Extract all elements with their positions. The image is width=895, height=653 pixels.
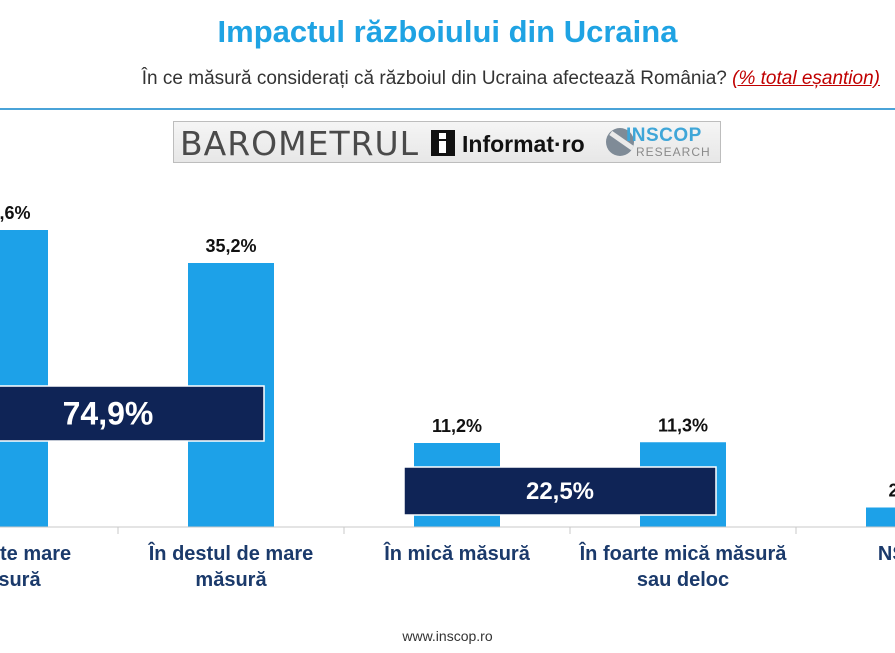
category-label-4-0: NS/NR <box>878 543 895 565</box>
data-label-1: 35,2% <box>205 236 256 256</box>
data-label-4: 2,6% <box>888 481 895 501</box>
inscop-research-text: RESEARCH <box>636 145 711 159</box>
data-label-0: 39,6% <box>0 203 31 223</box>
question-text: În ce măsură considerați că războiul din… <box>141 68 727 89</box>
aggregate-box-0 <box>0 385 265 442</box>
informat-logo: Informat·ro <box>462 131 585 157</box>
informat-i-icon <box>431 130 455 156</box>
category-label-2-0: În mică măsură <box>383 541 531 565</box>
barometrul-logo: BAROMETRUL <box>180 124 420 163</box>
page-title: Impactul războiului din Ucraina <box>217 14 678 49</box>
category-label-3-0: În foarte mică măsură <box>579 541 788 565</box>
data-label-3: 11,3% <box>658 415 708 435</box>
category-label-1-1: măsură <box>195 569 267 591</box>
chart-question: În ce măsură considerați că războiul din… <box>142 68 880 90</box>
inscop-globe-icon <box>606 128 634 156</box>
bar-4 <box>866 507 895 527</box>
aggregate-label-0: 74,9% <box>63 396 154 432</box>
sample-note: (% total eșantion) <box>732 68 880 89</box>
aggregate-box-1 <box>403 466 717 516</box>
category-label-3-1: sau deloc <box>637 569 729 591</box>
sponsor-logos-banner: BAROMETRUL Informat·ro INSCOP RESEARCH <box>173 121 721 163</box>
category-label-0-1: măsură <box>0 569 41 591</box>
header-divider <box>0 108 895 110</box>
data-label-2: 11,2% <box>432 416 482 436</box>
category-label-0-0: În foarte mare <box>0 541 71 565</box>
inscop-logo: INSCOP <box>626 125 702 146</box>
aggregate-label-1: 22,5% <box>526 478 594 505</box>
bar-0 <box>0 230 48 527</box>
category-label-1-0: În destul de mare <box>148 541 314 565</box>
footer-url: www.inscop.ro <box>402 628 493 644</box>
